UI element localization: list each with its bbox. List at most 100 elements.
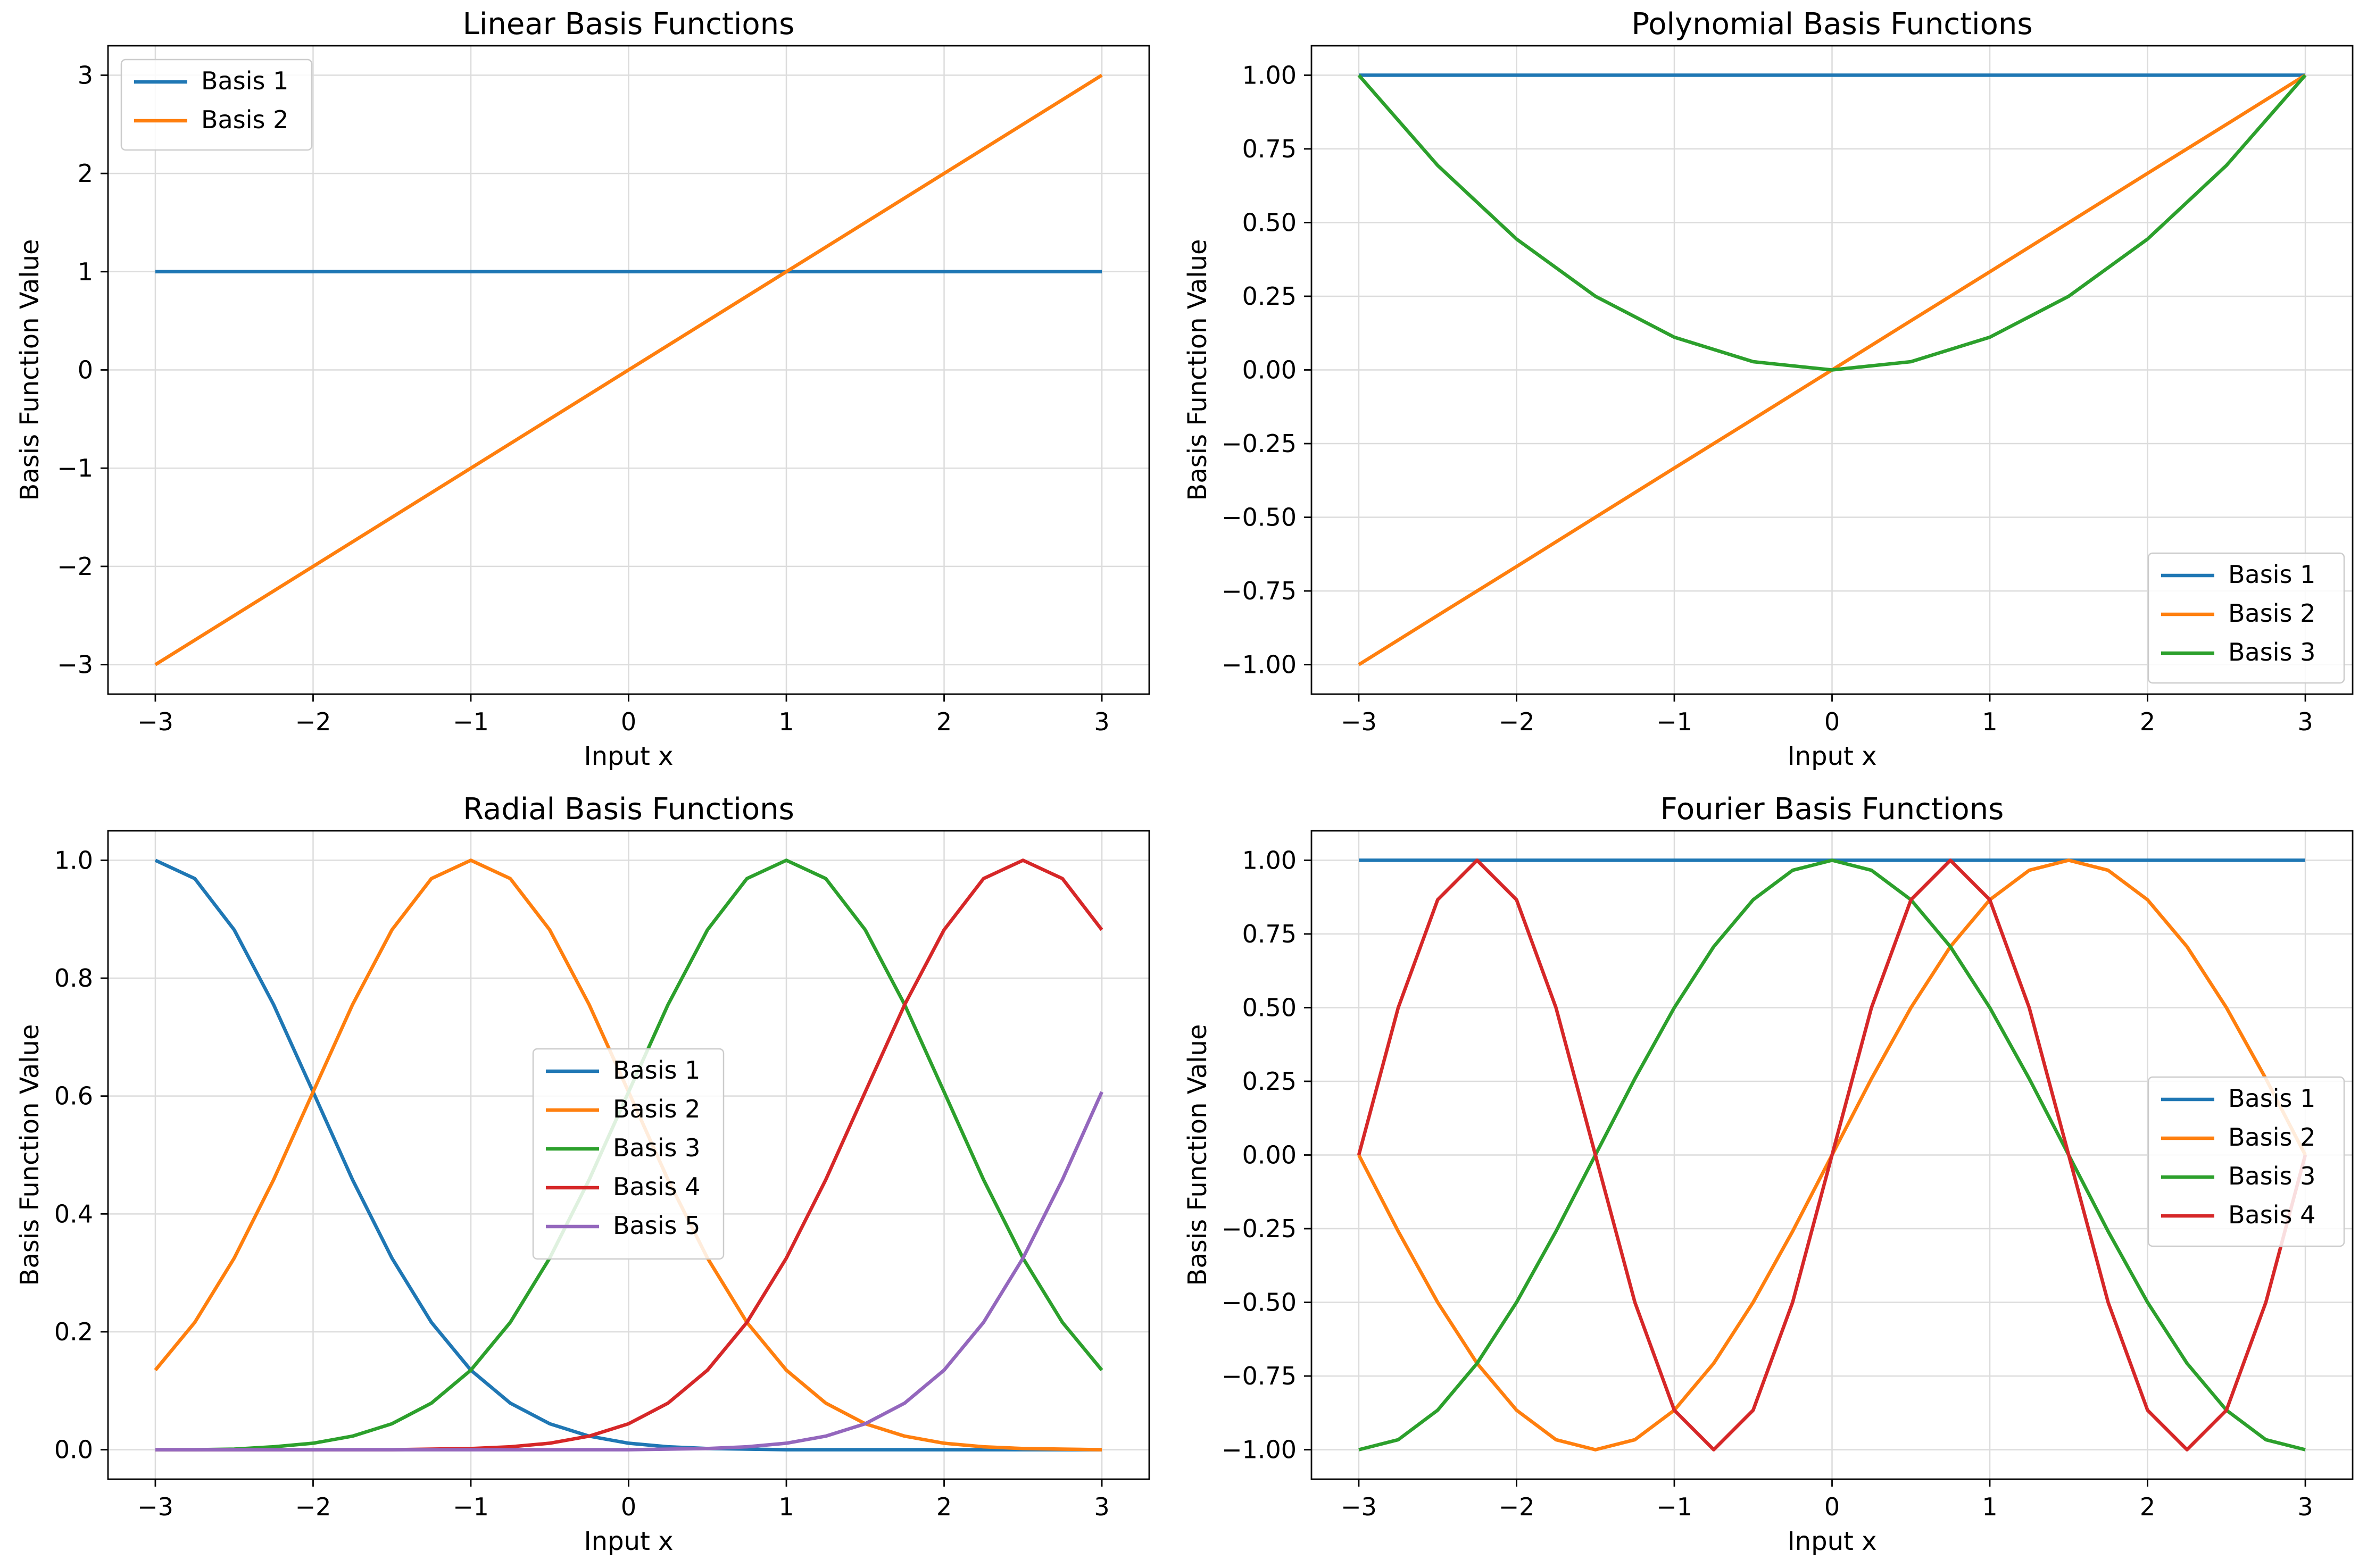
- radial-x-tick-label: 3: [1094, 1492, 1109, 1521]
- linear-chart-panel: −3 −2 −1 0 1 2 3 −3 −2 −1 0 1 2 3 Linear Basis Functio…: [15, 7, 1150, 771]
- fourier-x-tick-label: −2: [1499, 1492, 1535, 1521]
- polynomial-legend-label-2: Basis 2: [2228, 599, 2315, 628]
- fourier-x-tick-label: 0: [1824, 1492, 1840, 1521]
- polynomial-legend-label-1: Basis 1: [2228, 560, 2315, 589]
- fourier-y-tick-label: −0.50: [1222, 1288, 1297, 1317]
- fourier-y-tick-label: 0.25: [1242, 1067, 1297, 1096]
- fourier-y-tick-label: −0.25: [1222, 1214, 1297, 1243]
- radial-x-axis-label: Input x: [584, 1527, 674, 1556]
- polynomial-y-tick-label: 0.25: [1242, 282, 1297, 311]
- fourier-y-tick-label: 1.00: [1242, 846, 1297, 874]
- polynomial-x-tick-label: 0: [1824, 707, 1840, 736]
- fourier-x-tick-label: 1: [1982, 1492, 1997, 1521]
- radial-y-axis-label: Basis Function Value: [15, 1024, 45, 1286]
- radial-x-tick-label: 0: [621, 1492, 636, 1521]
- radial-legend-box: [532, 1048, 725, 1260]
- fourier-legend: Basis 1 Basis 2 Basis 3 Basis 4: [2147, 1076, 2345, 1247]
- linear-x-tick-label: 2: [936, 707, 952, 736]
- fourier-legend-label-1: Basis 1: [2228, 1084, 2315, 1113]
- polynomial-x-tick-label: 2: [2140, 707, 2155, 736]
- fourier-chart-title: Fourier Basis Functions: [1660, 792, 2004, 827]
- polynomial-y-tick-label: 0.50: [1242, 208, 1297, 237]
- linear-y-tick-label: 3: [78, 61, 93, 89]
- radial-legend: Basis 1 Basis 2 Basis 3 Basis 4 Basis 5: [532, 1048, 725, 1260]
- polynomial-y-tick-label: −0.25: [1222, 429, 1297, 458]
- radial-chart-panel: −3 −2 −1 0 1 2 3 0.0 0.2 0.4 0.6 0.8 1.0 Radial Basis…: [15, 792, 1150, 1556]
- fourier-y-tick-label: 0.50: [1242, 993, 1297, 1022]
- fourier-x-tick-label: 2: [2140, 1492, 2155, 1521]
- radial-y-tick-label: 0.4: [54, 1199, 93, 1228]
- polynomial-x-tick-label: −2: [1499, 707, 1535, 736]
- fourier-legend-label-2: Basis 2: [2228, 1123, 2315, 1152]
- polynomial-y-axis-label: Basis Function Value: [1183, 239, 1212, 501]
- radial-series-line-5: [155, 1091, 1103, 1452]
- fourier-legend-box: [2147, 1076, 2345, 1247]
- fourier-series-line-4: [1357, 858, 2307, 1452]
- polynomial-legend-label-3: Basis 3: [2228, 638, 2315, 666]
- radial-legend-label-5: Basis 5: [613, 1211, 700, 1240]
- radial-legend-label-4: Basis 4: [613, 1172, 700, 1201]
- linear-legend: Basis 1 Basis 2: [120, 59, 313, 151]
- radial-y-tick-label: 0.0: [54, 1436, 93, 1464]
- fourier-x-axis-label: Input x: [1788, 1527, 1877, 1556]
- fourier-series-line-3: [1358, 858, 2306, 1452]
- polynomial-x-tick-label: 3: [2297, 707, 2313, 736]
- polynomial-y-tick-label: 0.75: [1242, 135, 1297, 163]
- polynomial-y-tick-label: −0.50: [1222, 503, 1297, 532]
- radial-y-tick-label: 0.2: [54, 1317, 93, 1346]
- radial-x-tick-label: 1: [778, 1492, 794, 1521]
- fourier-x-tick-label: −1: [1656, 1492, 1692, 1521]
- radial-y-tick-label: 0.6: [54, 1082, 93, 1111]
- linear-y-tick-label: 0: [78, 356, 93, 385]
- polynomial-chart-title: Polynomial Basis Functions: [1631, 7, 2032, 41]
- linear-y-tick-label: 2: [78, 159, 93, 188]
- radial-y-tick-label: 0.8: [54, 964, 93, 992]
- fourier-chart-panel: −3 −2 −1 0 1 2 3 −1.00 −0.75 −0.50 −0.25 0.00 0.25 0.…: [1183, 792, 2354, 1556]
- linear-x-tick-label: 1: [778, 707, 794, 736]
- fourier-legend-label-3: Basis 3: [2228, 1162, 2315, 1190]
- linear-x-tick-label: 3: [1094, 707, 1109, 736]
- polynomial-y-tick-label: −1.00: [1222, 650, 1297, 679]
- linear-y-tick-label: −2: [57, 552, 93, 581]
- linear-series-line-2: [154, 73, 1103, 666]
- linear-chart-title: Linear Basis Functions: [463, 7, 795, 41]
- fourier-y-tick-label: 0.00: [1242, 1141, 1297, 1170]
- fourier-y-tick-label: −0.75: [1222, 1362, 1297, 1390]
- linear-x-tick-label: 0: [621, 707, 636, 736]
- polynomial-y-tick-label: 1.00: [1242, 61, 1297, 89]
- polynomial-legend: Basis 1 Basis 2 Basis 3: [2147, 552, 2345, 684]
- radial-y-tick-label: 1.0: [54, 846, 93, 874]
- radial-legend-label-1: Basis 1: [613, 1056, 700, 1085]
- fourier-y-tick-label: −1.00: [1222, 1436, 1297, 1464]
- fourier-x-tick-label: −3: [1341, 1492, 1377, 1521]
- linear-legend-label-1: Basis 1: [201, 66, 288, 95]
- polynomial-x-tick-label: −3: [1341, 707, 1377, 736]
- radial-x-tick-label: 2: [936, 1492, 952, 1521]
- radial-legend-label-2: Basis 2: [613, 1095, 700, 1123]
- radial-x-tick-label: −3: [137, 1492, 173, 1521]
- linear-x-tick-label: −3: [137, 707, 173, 736]
- linear-y-axis-label: Basis Function Value: [15, 239, 45, 501]
- radial-x-tick-label: −2: [295, 1492, 331, 1521]
- polynomial-x-tick-label: 1: [1982, 707, 1997, 736]
- linear-x-axis-label: Input x: [584, 741, 674, 771]
- fourier-y-tick-label: 0.75: [1242, 920, 1297, 948]
- linear-legend-label-2: Basis 2: [201, 105, 288, 134]
- polynomial-y-tick-label: 0.00: [1242, 356, 1297, 385]
- fourier-x-tick-label: 3: [2297, 1492, 2313, 1521]
- linear-y-tick-label: 1: [78, 257, 93, 286]
- radial-chart-title: Radial Basis Functions: [463, 792, 794, 827]
- linear-x-tick-label: −1: [453, 707, 489, 736]
- polynomial-x-axis-label: Input x: [1788, 741, 1877, 771]
- polynomial-y-tick-label: −0.75: [1222, 577, 1297, 605]
- polynomial-series-line-3: [1357, 74, 2307, 372]
- polynomial-legend-box: [2147, 552, 2345, 684]
- polynomial-x-tick-label: −1: [1656, 707, 1692, 736]
- fourier-legend-label-4: Basis 4: [2228, 1200, 2315, 1229]
- fourier-y-axis-label: Basis Function Value: [1183, 1024, 1212, 1286]
- linear-y-tick-label: −1: [57, 454, 93, 482]
- linear-y-tick-label: −3: [57, 650, 93, 679]
- radial-legend-label-3: Basis 3: [613, 1133, 700, 1162]
- polynomial-chart-panel: −3 −2 −1 0 1 2 3 −1.00 −0.75 −0.50 −0.25 0.00 0.25 0.…: [1183, 7, 2354, 771]
